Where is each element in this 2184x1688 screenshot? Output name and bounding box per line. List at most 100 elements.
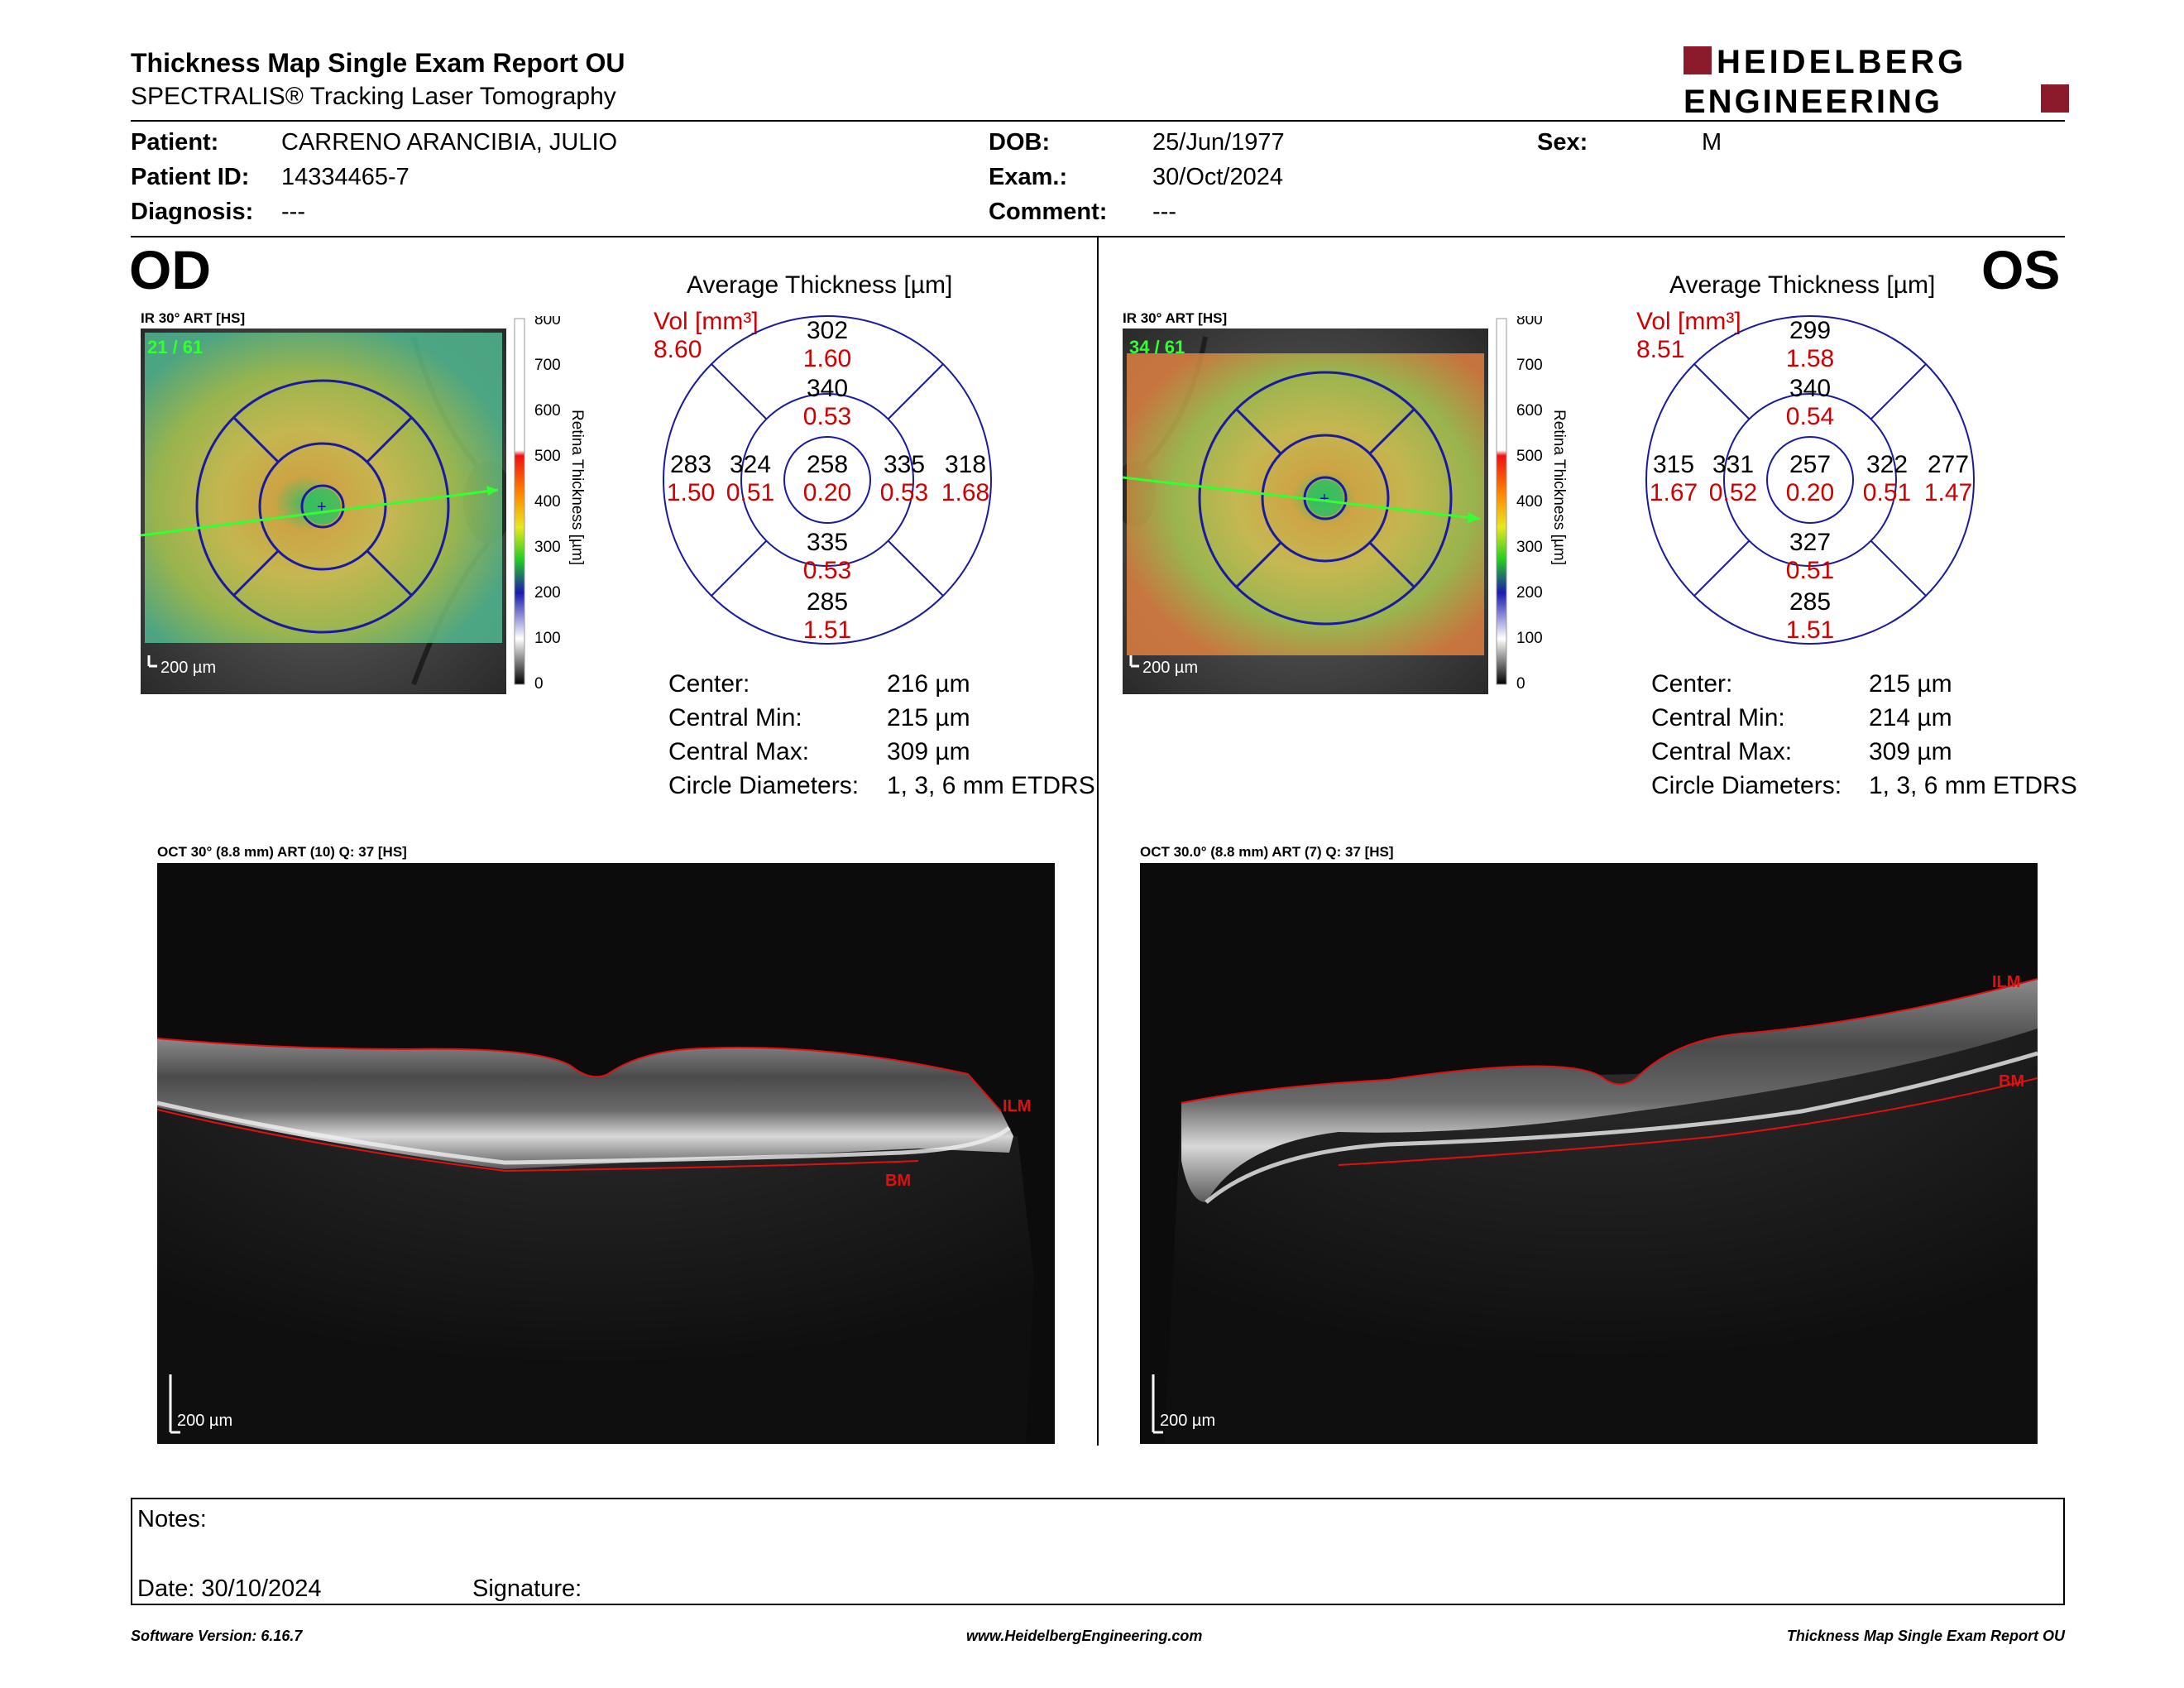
software-version: Software Version: 6.16.7 xyxy=(131,1628,303,1644)
os-center-volume: 0.20 xyxy=(1786,479,1834,506)
logo-line1: HEIDELBERG xyxy=(1717,44,1966,80)
report-title: Thickness Map Single Exam Report OU xyxy=(131,48,625,78)
od-outer-left-volume: 1.50 xyxy=(667,479,715,506)
od-inner-top-volume: 0.53 xyxy=(803,403,851,430)
od-cbar-tick-200: 200 xyxy=(534,584,561,602)
od-center-value: 216 µm xyxy=(887,670,970,698)
os-inner-left-volume: 0.52 xyxy=(1709,479,1757,506)
os-vol-label: Vol [mm³] xyxy=(1636,308,1741,335)
od-oct-scale: 200 µm xyxy=(177,1412,232,1430)
signature-label: Signature: xyxy=(472,1575,582,1602)
patient-id: 14334465-7 xyxy=(281,164,410,190)
od-frame-counter: 21 / 61 xyxy=(147,337,203,357)
od-outer-right-volume: 1.68 xyxy=(941,479,989,506)
os-center-thickness: 257 xyxy=(1789,451,1831,478)
os-max-value: 309 µm xyxy=(1869,738,1952,765)
od-cbar-tick-600: 600 xyxy=(534,402,561,420)
os-cbar-title: Retina Thickness [µm] xyxy=(1550,410,1568,565)
notes-label: Notes: xyxy=(137,1506,207,1532)
od-inner-left-thickness: 324 xyxy=(730,451,771,478)
os-oct-label: OCT 30.0° (8.8 mm) ART (7) Q: 37 [HS] xyxy=(1140,844,1394,860)
od-outer-bottom-volume: 1.51 xyxy=(803,616,851,644)
od-outer-left-thickness: 283 xyxy=(670,451,711,478)
os-min-value: 214 µm xyxy=(1869,704,1952,731)
website-link[interactable]: www.HeidelbergEngineering.com xyxy=(966,1628,1203,1644)
od-bm-label: BM xyxy=(885,1172,911,1190)
od-ilm-label: ILM xyxy=(1003,1097,1031,1115)
dob-value: 25/Jun/1977 xyxy=(1152,129,1285,156)
od-center-volume: 0.20 xyxy=(803,479,851,506)
os-max-label: Central Max: xyxy=(1651,738,1793,765)
sex-label: Sex: xyxy=(1537,129,1588,156)
comment-value: --- xyxy=(1152,199,1176,225)
od-max-label: Central Max: xyxy=(668,738,810,765)
od-inner-bottom-volume: 0.53 xyxy=(803,557,851,584)
logo-line2: ENGINEERING xyxy=(1684,84,1942,117)
header-divider xyxy=(131,120,2065,122)
exam-label: Exam.: xyxy=(989,164,1068,190)
od-cbar-tick-100: 100 xyxy=(534,630,561,647)
svg-text:+: + xyxy=(317,498,327,516)
os-cbar-tick-200: 200 xyxy=(1516,584,1543,602)
os-fundus-scale: 200 µm xyxy=(1142,659,1198,677)
notes-box[interactable]: Notes: Date: 30/10/2024 Signature: xyxy=(131,1498,2065,1605)
os-etdrs-grid: 299 1.58 340 0.54 315 1.67 331 0.52 257 … xyxy=(1640,310,1980,650)
os-min-label: Central Min: xyxy=(1651,704,1785,731)
od-outer-bottom-thickness: 285 xyxy=(807,588,848,616)
os-inner-top-volume: 0.54 xyxy=(1786,403,1834,430)
os-outer-bottom-thickness: 285 xyxy=(1789,588,1831,616)
od-max-value: 309 µm xyxy=(887,738,970,765)
od-cbar-tick-0: 0 xyxy=(534,675,544,693)
os-outer-bottom-volume: 1.51 xyxy=(1786,616,1834,644)
od-center-thickness: 258 xyxy=(807,451,848,478)
od-vol-label: Vol [mm³] xyxy=(654,308,759,335)
footer-report-title: Thickness Map Single Exam Report OU xyxy=(1786,1628,2065,1644)
od-fundus-scale: 200 µm xyxy=(160,659,216,677)
od-outer-top-thickness: 302 xyxy=(807,317,848,344)
patient-name: CARRENO ARANCIBIA, JULIO xyxy=(281,129,618,156)
os-diam-label: Circle Diameters: xyxy=(1651,772,1842,799)
os-cbar-tick-800: 800 xyxy=(1516,316,1543,328)
od-cbar-tick-400: 400 xyxy=(534,493,561,511)
od-fundus-thickness-map: 21 / 61 + 200 µm xyxy=(140,328,513,694)
os-oct-bscan: ILM BM 200 µm xyxy=(1140,863,2038,1444)
eye-divider xyxy=(1097,237,1099,1446)
od-cbar-title: Retina Thickness [µm] xyxy=(568,410,586,565)
os-inner-bottom-thickness: 327 xyxy=(1789,529,1831,556)
patient-id-label: Patient ID: xyxy=(131,164,250,190)
os-inner-right-volume: 0.51 xyxy=(1863,479,1911,506)
os-cbar-tick-100: 100 xyxy=(1516,630,1543,647)
os-cbar-tick-400: 400 xyxy=(1516,493,1543,511)
os-outer-top-thickness: 299 xyxy=(1789,317,1831,344)
od-center-label: Center: xyxy=(668,670,750,698)
od-min-label: Central Min: xyxy=(668,704,802,731)
os-vol-total: 8.51 xyxy=(1636,336,1685,363)
os-frame-counter: 34 / 61 xyxy=(1129,337,1185,357)
os-cbar-tick-700: 700 xyxy=(1516,357,1543,374)
sex-value: M xyxy=(1702,129,1722,156)
od-min-value: 215 µm xyxy=(887,704,970,731)
od-avg-title: Average Thickness [µm] xyxy=(687,271,953,299)
os-ir-label: IR 30° ART [HS] xyxy=(1123,310,1228,326)
os-outer-left-thickness: 315 xyxy=(1653,451,1694,478)
os-inner-bottom-volume: 0.51 xyxy=(1786,557,1834,584)
od-inner-bottom-thickness: 335 xyxy=(807,529,848,556)
os-avg-title: Average Thickness [µm] xyxy=(1669,271,1936,299)
heidelberg-logo: HEIDELBERG ENGINEERING xyxy=(1684,43,2072,120)
date-label: Date: 30/10/2024 xyxy=(137,1575,322,1602)
svg-text:+: + xyxy=(1320,490,1329,508)
os-center-label: Center: xyxy=(1651,670,1733,698)
os-outer-top-volume: 1.58 xyxy=(1786,345,1834,372)
os-cbar-tick-600: 600 xyxy=(1516,402,1543,420)
os-oct-scale: 200 µm xyxy=(1160,1412,1215,1430)
od-inner-top-thickness: 340 xyxy=(807,375,848,402)
os-outer-left-volume: 1.67 xyxy=(1650,479,1698,506)
od-eye-label: OD xyxy=(129,239,211,300)
exam-value: 30/Oct/2024 xyxy=(1152,164,1283,190)
od-outer-right-thickness: 318 xyxy=(945,451,986,478)
dob-label: DOB: xyxy=(989,129,1051,156)
patient-label: Patient: xyxy=(131,129,219,156)
os-eye-label: OS xyxy=(1981,239,2061,300)
od-oct-label: OCT 30° (8.8 mm) ART (10) Q: 37 [HS] xyxy=(157,844,407,860)
diagnosis-label: Diagnosis: xyxy=(131,199,254,225)
